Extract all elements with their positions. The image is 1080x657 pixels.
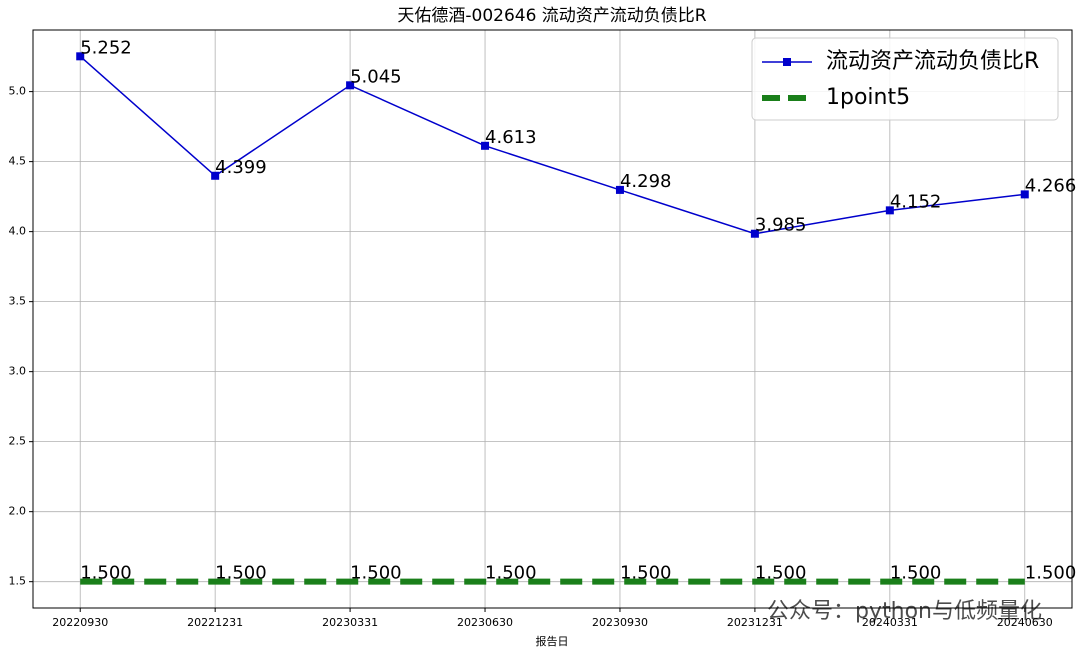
data-label: 4.399 [215,157,267,178]
point-marker [481,141,490,150]
data-label: 4.298 [620,171,672,192]
x-tick-label: 20220930 [52,616,108,629]
y-tick-label: 2.5 [9,435,27,448]
watermark: 公众号：python与低频量化 [767,599,1042,624]
y-tick-label: 1.5 [9,575,27,588]
data-label: 4.613 [485,127,537,148]
data-label: 1.500 [755,563,807,584]
x-tick-label: 20230331 [322,616,378,629]
x-tick-label: 20230630 [457,616,513,629]
point-marker [1020,190,1029,199]
data-label: 1.500 [485,563,537,584]
y-tick-label: 2.0 [9,505,27,518]
y-tick-label: 3.5 [9,295,27,308]
point-marker [76,52,85,61]
data-label: 1.500 [215,563,267,584]
y-tick-label: 4.0 [9,225,27,238]
data-label: 1.500 [620,563,672,584]
legend-label: 1point5 [826,85,910,110]
y-tick-label: 4.5 [9,155,27,168]
legend-marker [783,58,791,66]
x-tick-label: 20231231 [727,616,783,629]
plot-frame [32,29,1073,609]
point-marker [615,185,624,194]
x-tick-label: 20240630 [997,616,1053,629]
data-label: 5.252 [80,37,132,58]
x-tick-label: 20221231 [187,616,243,629]
data-label: 1.500 [890,563,942,584]
legend: 流动资产流动负债比R 1point5 [751,37,1059,121]
data-label: 1.500 [80,563,132,584]
series-line [79,55,1025,235]
legend-box [751,37,1059,121]
data-label: 1.500 [1025,563,1077,584]
x-axis-label: 报告日 [536,634,569,648]
data-label: 4.266 [1025,175,1077,196]
data-label: 3.985 [755,215,807,236]
point-marker [750,229,759,238]
data-label: 4.152 [890,191,942,212]
point-marker [346,81,355,90]
point-marker [211,171,220,180]
x-tick-label: 20240331 [862,616,918,629]
y-tick-label: 3.0 [9,365,27,378]
point-marker [885,206,894,215]
y-tick-label: 5.0 [9,85,27,98]
x-tick-label: 20230930 [592,616,648,629]
chart-title: 天佑德酒-002646 流动资产流动负债比R [397,6,706,26]
data-label: 1.500 [350,563,402,584]
data-label: 5.045 [350,66,402,87]
legend-label: 流动资产流动负债比R [826,49,1039,74]
